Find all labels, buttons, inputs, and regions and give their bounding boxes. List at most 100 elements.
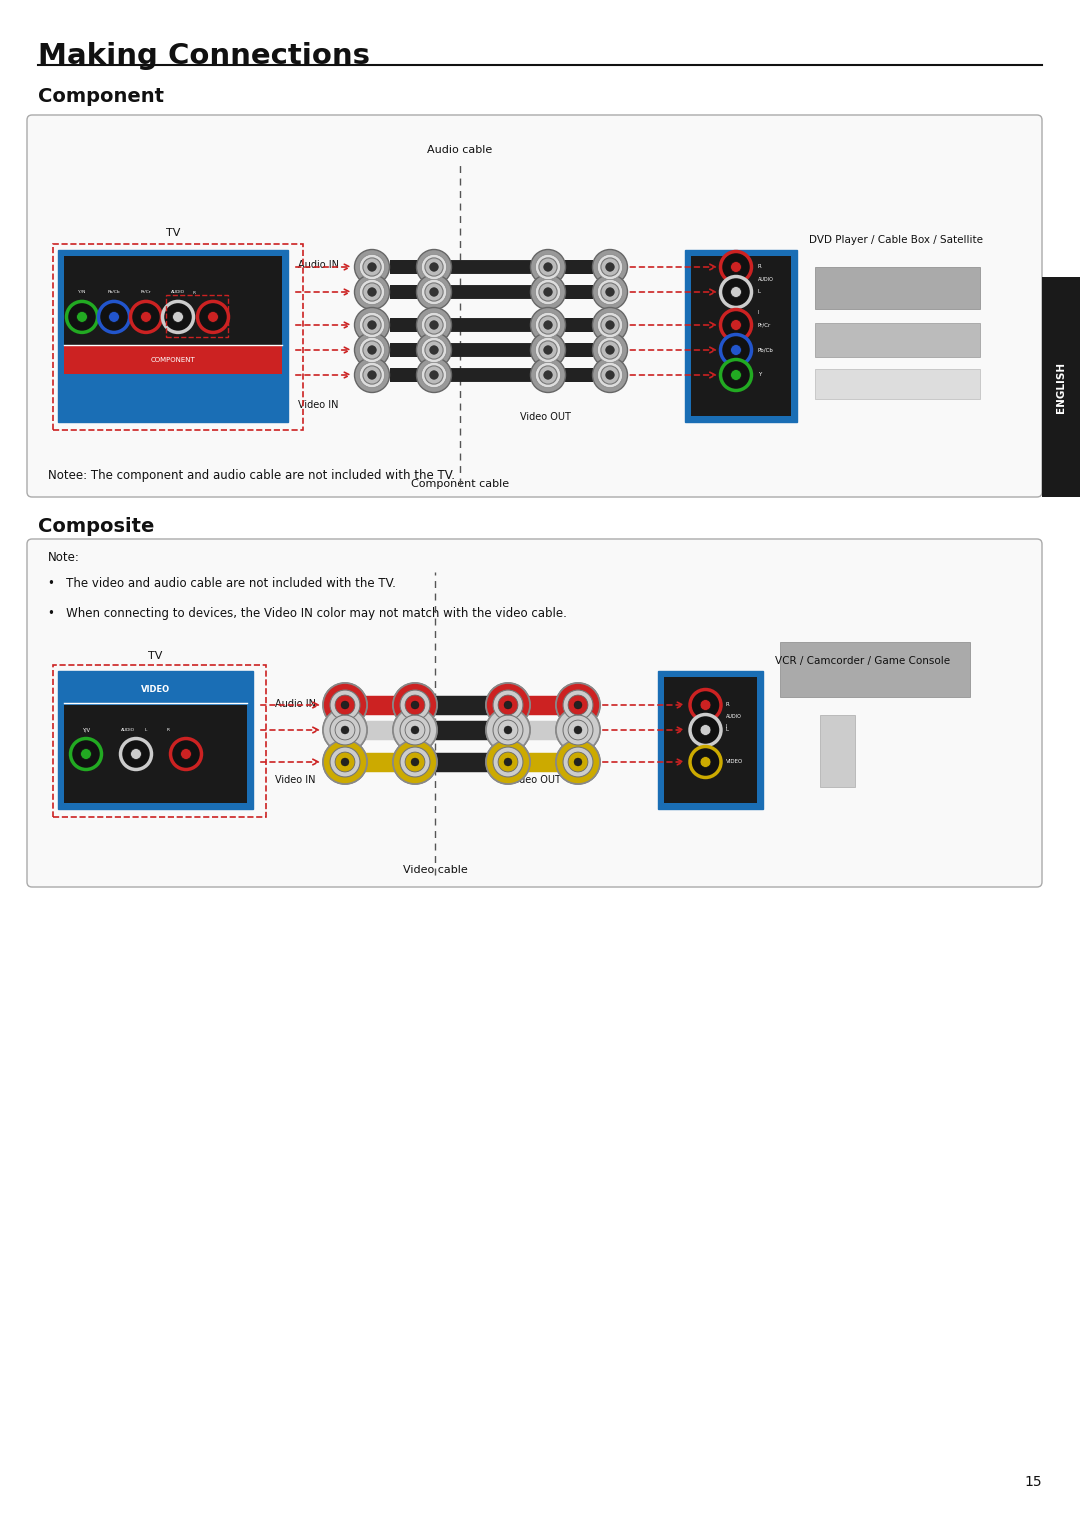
Circle shape [593,333,627,368]
Circle shape [367,263,376,272]
Circle shape [417,357,451,392]
Circle shape [323,741,367,783]
Circle shape [341,757,349,767]
Circle shape [486,683,530,727]
Text: Component: Component [38,87,164,105]
Circle shape [341,701,349,709]
Circle shape [77,312,87,322]
Text: 15: 15 [1024,1475,1042,1489]
Text: AUDIO: AUDIO [171,290,185,293]
Circle shape [575,701,582,709]
Circle shape [543,371,552,379]
Bar [815,267,980,308]
Circle shape [504,725,512,734]
Bar [64,676,247,702]
Circle shape [393,741,437,783]
Circle shape [421,313,447,337]
Circle shape [341,701,349,709]
Bar [658,670,762,809]
Circle shape [421,279,447,304]
Circle shape [543,321,552,330]
Circle shape [597,362,622,388]
Circle shape [400,690,430,719]
Circle shape [539,258,557,276]
Text: Audio cable: Audio cable [428,145,492,156]
Circle shape [67,301,97,333]
Circle shape [597,279,622,304]
Circle shape [575,757,582,767]
Circle shape [400,690,430,719]
Circle shape [606,321,615,330]
Circle shape [430,263,438,272]
Circle shape [539,341,557,359]
Circle shape [486,709,530,751]
Circle shape [341,725,349,734]
Circle shape [700,756,711,768]
Circle shape [341,757,349,767]
Circle shape [411,701,419,709]
Text: R: R [758,264,761,269]
Circle shape [400,715,430,745]
Bar [815,370,980,399]
Circle shape [539,282,557,301]
Circle shape [720,334,752,365]
Circle shape [424,316,443,334]
Circle shape [498,721,518,741]
Text: TV: TV [148,651,163,661]
Text: Y: Y [758,373,761,377]
Text: I: I [726,724,727,730]
Text: Audio IN: Audio IN [298,260,339,270]
Circle shape [363,366,381,385]
Circle shape [568,753,588,773]
Text: L: L [758,290,761,295]
Text: Making Connections: Making Connections [38,43,370,70]
Circle shape [720,310,752,341]
Circle shape [354,333,390,368]
Circle shape [530,333,566,368]
Circle shape [536,337,561,362]
Circle shape [600,282,619,301]
Circle shape [536,279,561,304]
Circle shape [568,753,588,773]
Circle shape [335,721,355,741]
Circle shape [393,709,437,751]
Circle shape [98,301,130,333]
Text: ENGLISH: ENGLISH [1056,362,1066,412]
Text: Y/N: Y/N [79,290,85,293]
Text: •   The video and audio cable are not included with the TV.: • The video and audio cable are not incl… [48,577,396,589]
Circle shape [494,690,523,719]
Text: R: R [726,702,729,707]
Circle shape [494,715,523,745]
Circle shape [730,319,742,330]
Circle shape [494,747,523,777]
Circle shape [207,312,218,322]
Circle shape [417,307,451,342]
Bar [53,244,303,431]
Circle shape [593,275,627,310]
Circle shape [600,316,619,334]
Circle shape [363,258,381,276]
Circle shape [367,321,376,330]
Circle shape [563,715,593,745]
Circle shape [730,261,742,272]
Circle shape [400,747,430,777]
Circle shape [363,341,381,359]
Circle shape [600,366,619,385]
Circle shape [198,301,229,333]
Text: Pr/Cr: Pr/Cr [140,290,151,293]
Text: COMPONENT: COMPONENT [150,357,195,363]
Circle shape [504,701,512,709]
Circle shape [597,313,622,337]
Circle shape [424,341,443,359]
Circle shape [593,307,627,342]
Circle shape [498,695,518,715]
Circle shape [536,313,561,337]
Circle shape [323,683,367,727]
Circle shape [690,715,721,745]
Circle shape [556,741,600,783]
Circle shape [539,316,557,334]
Circle shape [597,337,622,362]
Circle shape [700,699,711,710]
Circle shape [720,276,752,307]
Circle shape [180,748,191,759]
